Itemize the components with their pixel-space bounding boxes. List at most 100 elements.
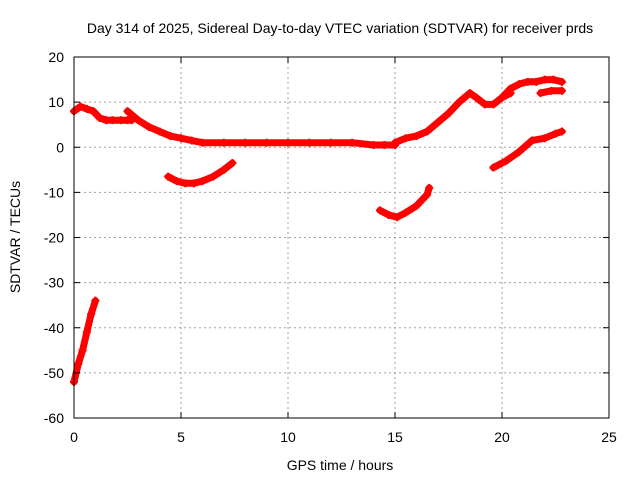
data-point	[532, 77, 541, 86]
data-point	[123, 107, 132, 116]
data-point	[78, 346, 87, 355]
series-arc-9	[489, 127, 566, 172]
data-point	[284, 138, 292, 147]
y-tick-label: 10	[48, 94, 64, 110]
data-point	[91, 296, 100, 305]
series-arc-8	[536, 86, 566, 98]
y-tick-label: -10	[44, 184, 64, 200]
data-point	[74, 359, 83, 368]
data-point	[376, 206, 385, 215]
x-axis-label: GPS time / hours	[287, 457, 394, 473]
series-arc-5	[376, 183, 434, 222]
data-point	[164, 172, 173, 181]
data-point	[177, 134, 185, 143]
data-point	[472, 93, 481, 102]
tick-layer: 0 5 10 15 20 25 20 10 0 -10 -20 -30 -40 -50 -60	[44, 49, 617, 445]
data-point	[82, 328, 91, 337]
data-point	[181, 179, 190, 188]
data-point	[305, 138, 314, 147]
data-point	[228, 159, 237, 168]
y-tick-label: -60	[44, 410, 64, 426]
series-layer	[70, 75, 566, 386]
data-point	[326, 138, 335, 147]
data-point	[144, 122, 153, 131]
data-point	[262, 138, 271, 147]
data-point	[489, 100, 498, 109]
data-point	[198, 177, 207, 186]
data-point	[241, 138, 250, 147]
data-point	[198, 138, 207, 147]
data-point	[498, 93, 506, 102]
data-point	[209, 172, 218, 181]
data-point	[187, 136, 196, 145]
data-point	[489, 163, 498, 172]
data-point	[540, 75, 549, 84]
data-point	[401, 134, 410, 143]
x-tick-label: 25	[601, 429, 617, 445]
data-point	[444, 109, 453, 118]
data-point	[433, 118, 442, 127]
data-point	[515, 147, 524, 156]
data-point	[527, 136, 536, 145]
data-point	[506, 84, 515, 93]
data-point	[172, 177, 181, 186]
data-point	[166, 131, 175, 140]
y-axis-label: SDTVAR / TECUs	[7, 181, 23, 293]
data-point	[380, 140, 389, 149]
series-arc-4	[164, 159, 237, 188]
data-point	[76, 102, 85, 111]
data-point	[425, 183, 434, 192]
data-point	[89, 107, 98, 116]
data-point	[134, 116, 143, 125]
data-point	[391, 138, 399, 147]
y-tick-label: 20	[48, 49, 64, 65]
data-point	[547, 86, 556, 95]
data-point	[95, 113, 104, 122]
x-tick-label: 15	[387, 429, 403, 445]
data-point	[502, 156, 511, 165]
data-point	[557, 127, 566, 136]
x-tick-label: 20	[494, 429, 510, 445]
x-tick-label: 0	[70, 429, 78, 445]
data-point	[412, 131, 421, 140]
data-point	[536, 89, 545, 98]
data-point	[549, 75, 558, 84]
data-point	[423, 127, 432, 136]
data-point	[348, 138, 357, 147]
data-point	[515, 80, 524, 89]
data-point	[412, 201, 421, 210]
x-tick-label: 10	[280, 429, 296, 445]
data-point	[540, 134, 549, 143]
data-point	[401, 208, 410, 217]
data-point	[455, 98, 464, 107]
data-point	[393, 213, 402, 222]
y-tick-label: -40	[44, 320, 64, 336]
data-point	[155, 127, 164, 136]
data-point	[551, 129, 560, 138]
data-point	[423, 190, 432, 199]
data-point	[384, 210, 393, 219]
x-tick-label: 5	[177, 429, 185, 445]
data-point	[189, 179, 198, 188]
y-tick-label: -20	[44, 230, 64, 246]
series-arc-2	[70, 102, 136, 125]
data-point	[557, 77, 566, 86]
y-tick-label: -50	[44, 365, 64, 381]
data-point	[87, 310, 96, 319]
data-point	[369, 140, 378, 149]
data-point	[557, 86, 566, 95]
data-point	[523, 77, 532, 86]
chart-title: Day 314 of 2025, Sidereal Day-to-day VTE…	[87, 20, 593, 36]
y-tick-label: 0	[56, 139, 64, 155]
series-arc-3	[123, 107, 399, 149]
data-point	[219, 165, 228, 174]
data-point	[82, 104, 91, 113]
y-tick-label: -30	[44, 275, 64, 291]
data-point	[108, 116, 117, 125]
data-point	[465, 89, 474, 98]
data-point	[219, 138, 228, 147]
data-point	[480, 100, 489, 109]
